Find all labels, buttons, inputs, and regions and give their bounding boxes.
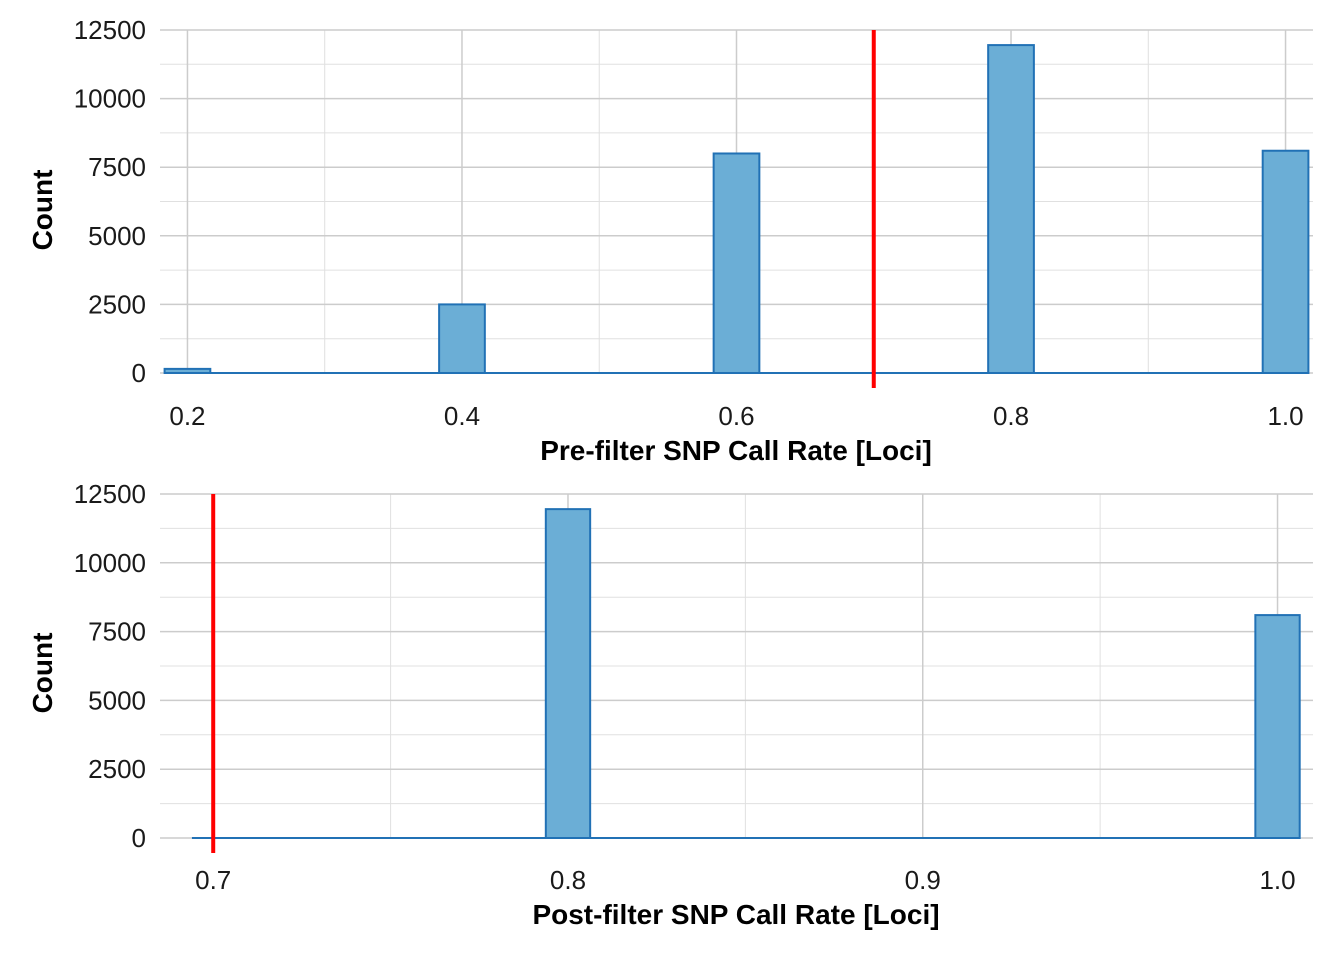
histogram-bar [1254, 614, 1301, 840]
x-tick-label: 0.7 [195, 865, 231, 895]
x-tick-label: 0.4 [444, 401, 480, 431]
y-tick-label: 12500 [74, 15, 146, 45]
y-axis-title: Count [27, 633, 58, 714]
post-filter-histogram: 0 2500 5000 7500 10000 12500 0.7 0.8 0.9 1.0 Pos… [27, 479, 1313, 930]
y-axis-title: Count [27, 170, 58, 251]
x-tick-label: 1.0 [1267, 401, 1303, 431]
histogram-bar [987, 44, 1035, 374]
x-tick-labels: 0.7 0.8 0.9 1.0 [195, 865, 1295, 895]
histogram-bar [712, 152, 761, 374]
y-tick-label: 0 [132, 358, 146, 388]
histogram-bar [438, 303, 486, 374]
x-tick-label: 0.2 [169, 401, 205, 431]
x-tick-label: 0.9 [905, 865, 941, 895]
y-tick-labels: 0 2500 5000 7500 10000 12500 [74, 479, 146, 853]
bars [163, 44, 1310, 375]
y-tick-label: 12500 [74, 479, 146, 509]
histogram-bar [1261, 149, 1310, 374]
y-tick-label: 2500 [88, 754, 146, 784]
y-tick-label: 7500 [88, 617, 146, 647]
bars [191, 508, 1301, 840]
grid [160, 493, 1313, 839]
histogram-bar [163, 367, 212, 375]
y-tick-labels: 0 2500 5000 7500 10000 12500 [74, 15, 146, 388]
y-tick-label: 5000 [88, 221, 146, 251]
x-tick-label: 0.8 [550, 865, 586, 895]
y-tick-label: 2500 [88, 289, 146, 319]
y-tick-label: 0 [132, 823, 146, 853]
x-axis-title: Pre-filter SNP Call Rate [Loci] [540, 435, 932, 466]
x-tick-label: 0.8 [993, 401, 1029, 431]
y-tick-label: 10000 [74, 548, 146, 578]
y-tick-label: 10000 [74, 84, 146, 114]
x-tick-labels: 0.2 0.4 0.6 0.8 1.0 [169, 401, 1303, 431]
x-tick-label: 1.0 [1259, 865, 1295, 895]
x-axis-title: Post-filter SNP Call Rate [Loci] [532, 899, 939, 930]
y-tick-label: 5000 [88, 685, 146, 715]
x-tick-label: 0.6 [718, 401, 754, 431]
y-tick-label: 7500 [88, 152, 146, 182]
histogram-bar [544, 508, 592, 839]
